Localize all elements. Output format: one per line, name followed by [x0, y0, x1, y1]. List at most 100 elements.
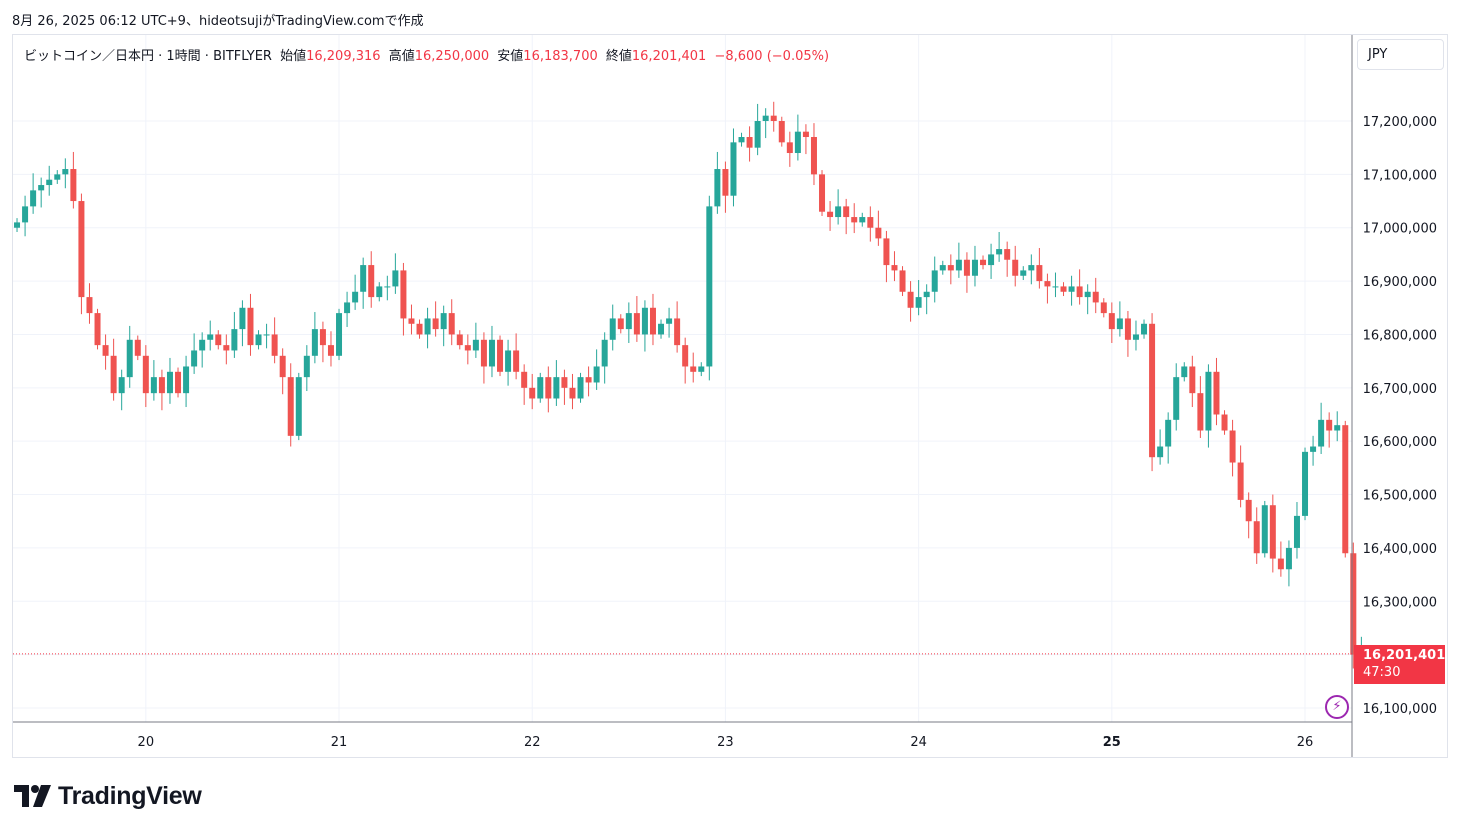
candle-body: [215, 334, 222, 346]
candle-body: [545, 377, 552, 399]
tradingview-logo[interactable]: TradingView: [14, 782, 202, 810]
candle: [529, 373, 536, 410]
candle: [730, 128, 737, 207]
candle-body: [14, 222, 21, 228]
candle: [1237, 445, 1244, 508]
candle: [424, 307, 431, 349]
candle-body: [1020, 270, 1027, 276]
candle: [287, 363, 294, 447]
candle-body: [54, 174, 61, 180]
candle: [794, 114, 801, 161]
candle: [633, 296, 640, 342]
candle: [62, 158, 69, 189]
candle: [199, 332, 206, 368]
candle: [255, 330, 262, 350]
candle-body: [883, 238, 890, 266]
candle-body: [231, 329, 238, 351]
candle-body: [432, 318, 439, 330]
candle: [923, 284, 930, 315]
candle: [658, 319, 665, 339]
candle: [432, 301, 439, 337]
candle-body: [118, 377, 125, 394]
candle-body: [295, 377, 302, 436]
candle: [1310, 435, 1317, 466]
candle: [1285, 540, 1292, 587]
candle: [344, 291, 351, 327]
candle-body: [915, 297, 922, 308]
candle: [722, 161, 729, 213]
low-value: 16,183,700: [523, 49, 598, 64]
candle: [183, 355, 190, 408]
candle-body: [1165, 419, 1172, 447]
candle: [336, 308, 343, 361]
candle-body: [1124, 318, 1131, 340]
candle-body: [448, 313, 455, 335]
candle: [488, 325, 495, 378]
candle: [714, 151, 721, 214]
time-tick-label: 25: [1103, 735, 1121, 750]
candle-body: [424, 318, 431, 335]
price-axis: 16,100,00016,200,00016,300,00016,400,000…: [1351, 35, 1437, 757]
candle-body: [996, 249, 1003, 255]
bolt-icon[interactable]: ⚡: [1325, 695, 1349, 719]
candle: [126, 325, 133, 388]
candle-body: [464, 345, 471, 351]
currency-button[interactable]: JPY: [1357, 39, 1444, 70]
candle: [996, 231, 1003, 262]
candle: [1068, 275, 1075, 306]
candle-body: [271, 334, 278, 356]
candle: [625, 302, 632, 343]
candle-body: [1229, 430, 1236, 463]
candle-body: [1277, 558, 1284, 570]
candle-body: [1036, 265, 1043, 282]
candle-body: [1173, 377, 1180, 420]
candle-body: [802, 131, 809, 138]
candle: [963, 252, 970, 293]
candle-body: [762, 115, 769, 121]
candle: [1293, 502, 1300, 559]
candle: [810, 123, 817, 186]
candle: [279, 348, 286, 395]
candle: [440, 305, 447, 347]
candle: [827, 201, 834, 231]
candle-body: [70, 169, 77, 202]
candle-body: [287, 377, 294, 436]
candle-body: [368, 265, 375, 298]
candle: [1269, 494, 1276, 573]
candle-body: [456, 334, 463, 346]
candle-body: [770, 115, 777, 121]
candle: [802, 124, 809, 155]
candle-body: [738, 137, 745, 143]
candle-body: [1269, 505, 1276, 559]
candle-body: [22, 206, 29, 223]
candle-body: [827, 211, 834, 218]
candle: [1084, 284, 1091, 315]
price-tick-label: 17,200,000: [1363, 115, 1437, 130]
candle: [1132, 320, 1139, 351]
candle: [980, 255, 987, 270]
candle: [54, 170, 61, 184]
candle: [416, 319, 423, 339]
candle-body: [86, 297, 93, 314]
candle-body: [183, 366, 190, 394]
symbol-label[interactable]: ビットコイン／日本円 · 1時間 · BITFLYER: [24, 49, 272, 64]
candle-body: [658, 323, 665, 335]
candle: [166, 357, 173, 404]
candle: [110, 338, 117, 401]
candle: [247, 293, 254, 356]
candle-body: [110, 355, 117, 394]
candle: [875, 210, 882, 246]
candle: [134, 335, 141, 361]
candle: [843, 198, 850, 235]
candle: [38, 177, 45, 208]
candle-body: [1237, 462, 1244, 500]
candle-body: [601, 339, 608, 367]
high-label: 高値: [388, 49, 415, 64]
candle-body: [255, 334, 262, 346]
candle-body: [529, 387, 536, 399]
candle-body: [794, 131, 801, 154]
candle: [649, 293, 656, 346]
candle-body: [1342, 425, 1349, 554]
candle-body: [199, 339, 206, 351]
